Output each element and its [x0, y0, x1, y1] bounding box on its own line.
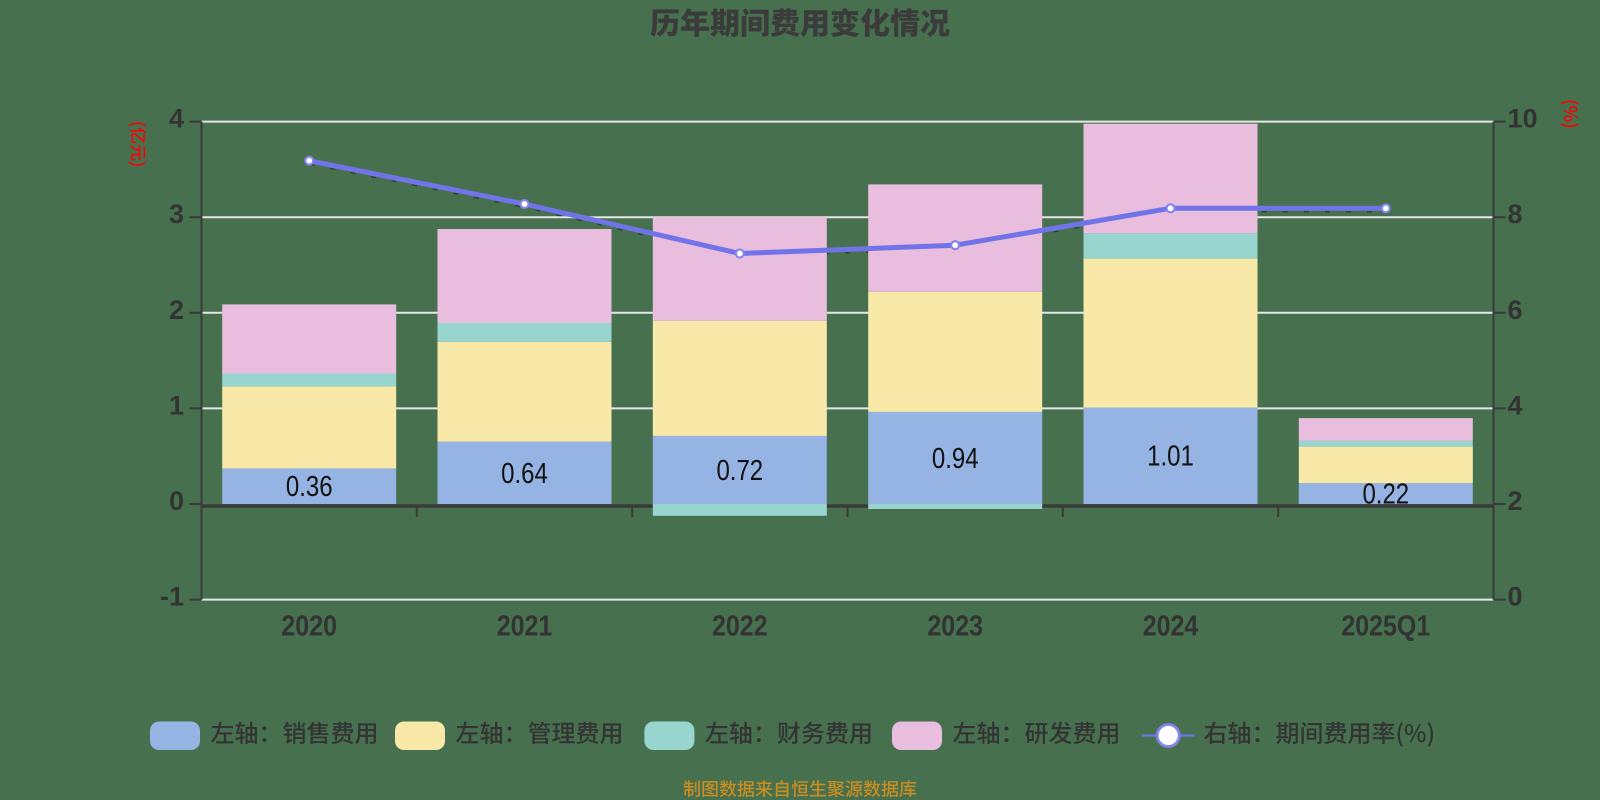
svg-text:4: 4	[1508, 390, 1523, 420]
svg-text:2021: 2021	[497, 609, 553, 642]
svg-text:2: 2	[169, 295, 184, 325]
svg-text:0.94: 0.94	[932, 442, 979, 475]
svg-text:2022: 2022	[712, 609, 768, 642]
svg-text:0.72: 0.72	[716, 454, 763, 487]
svg-text:0.22: 0.22	[1362, 477, 1409, 510]
svg-text:1.01: 1.01	[1147, 440, 1194, 473]
svg-text:2023: 2023	[927, 609, 983, 642]
svg-text:2: 2	[1508, 486, 1523, 516]
svg-text:0: 0	[1508, 582, 1523, 612]
svg-text:1: 1	[169, 390, 184, 420]
svg-text:2025Q1: 2025Q1	[1341, 609, 1430, 642]
svg-text:0.36: 0.36	[286, 470, 333, 503]
svg-text:2024: 2024	[1143, 609, 1199, 642]
svg-text:0: 0	[169, 486, 184, 516]
svg-text:3: 3	[169, 199, 184, 229]
svg-text:2020: 2020	[281, 609, 337, 642]
svg-text:6: 6	[1508, 295, 1523, 325]
svg-text:10: 10	[1508, 104, 1538, 134]
svg-text:-1: -1	[160, 582, 184, 612]
svg-text:0.64: 0.64	[501, 457, 548, 490]
svg-text:8: 8	[1508, 199, 1523, 229]
svg-text:4: 4	[169, 104, 184, 134]
